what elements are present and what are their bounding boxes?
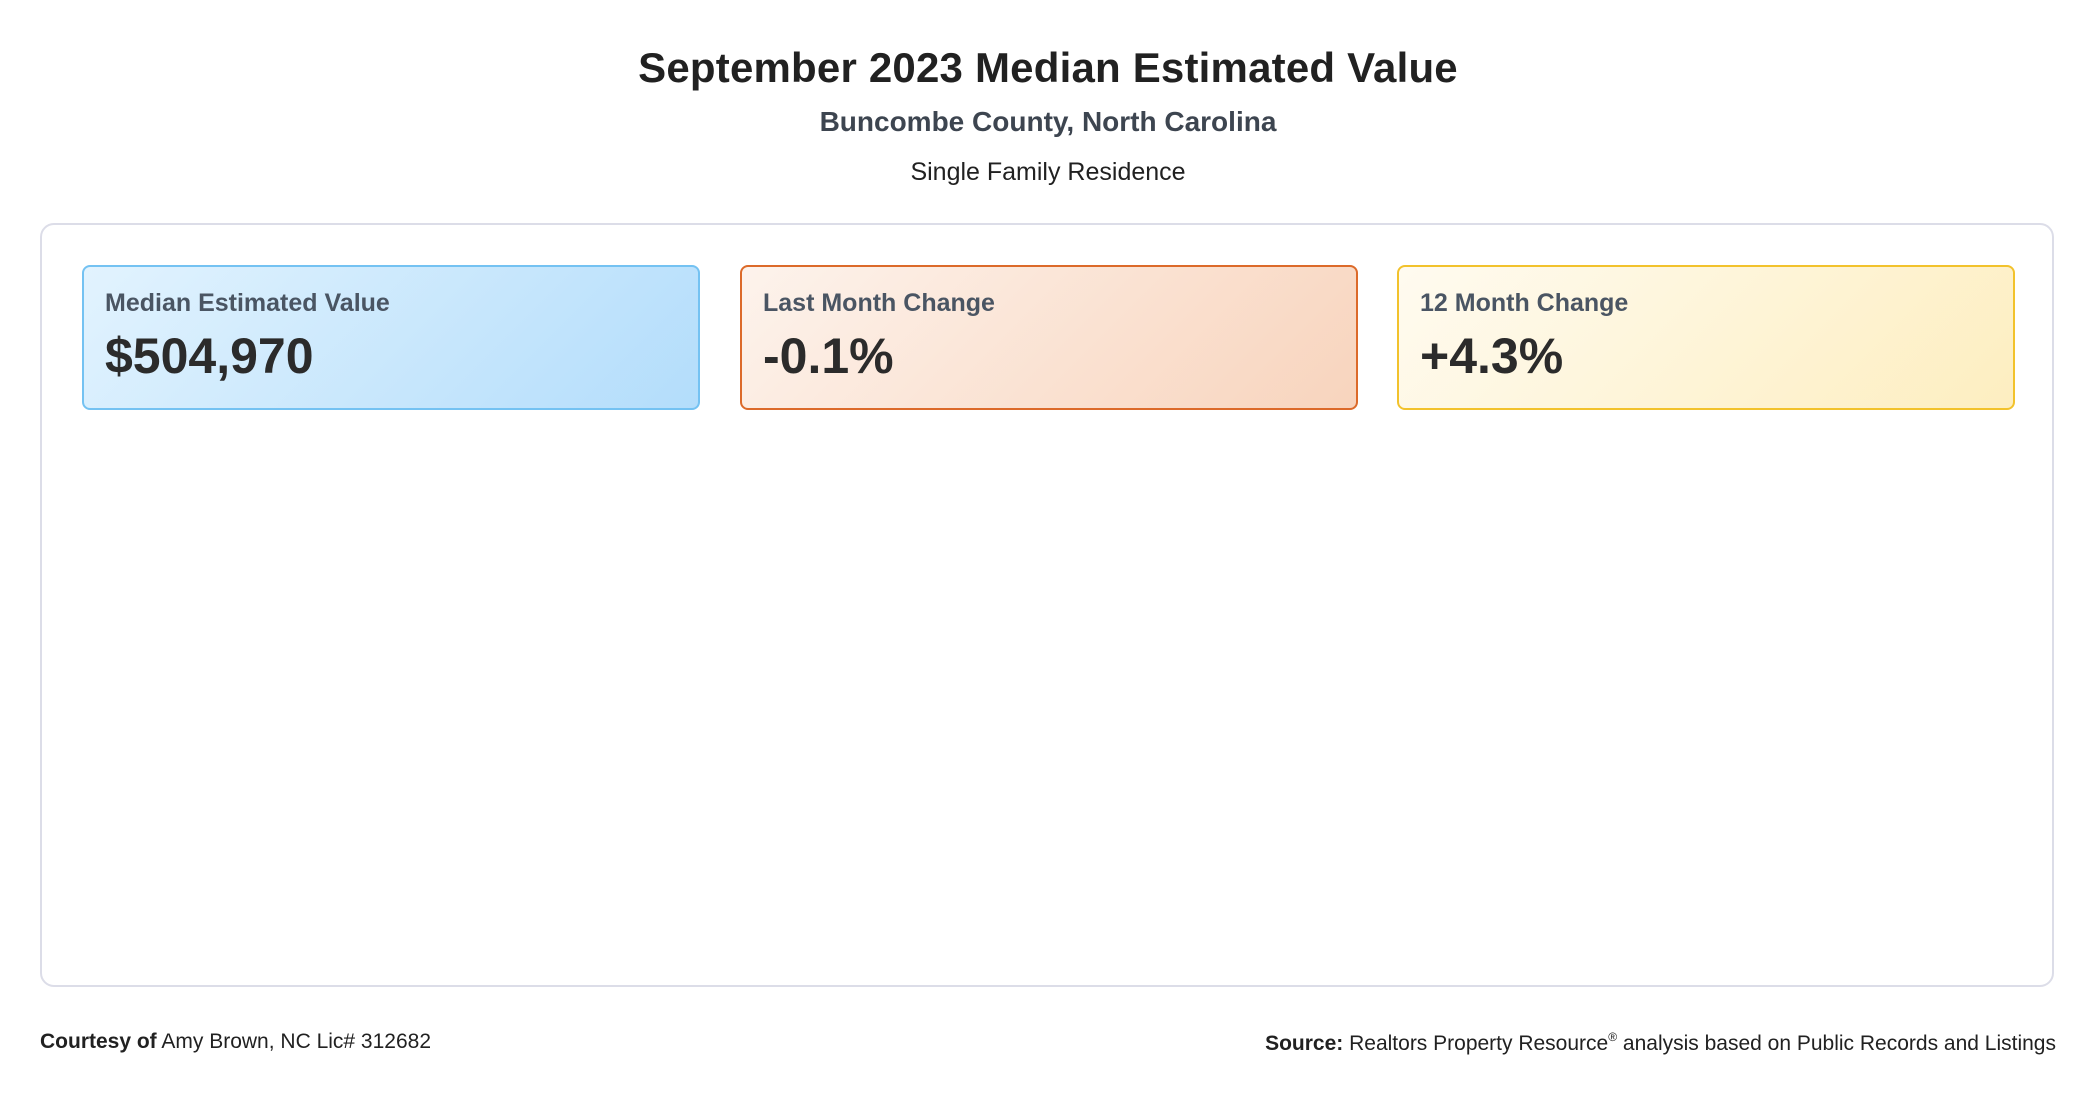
source-note: Source: Realtors Property Resource® anal… bbox=[1265, 1030, 2056, 1056]
last-month-change-card: Last Month Change -0.1% bbox=[740, 265, 1358, 410]
median-value-label: Median Estimated Value bbox=[105, 289, 390, 317]
twelve-month-change-card: 12 Month Change +4.3% bbox=[1397, 265, 2015, 410]
agent-credit: Amy Brown, NC Lic# 312682 bbox=[161, 1030, 432, 1053]
courtesy-label: Courtesy of bbox=[40, 1030, 157, 1053]
source-description: analysis based on Public Records and Lis… bbox=[1622, 1032, 2056, 1055]
page-title: September 2023 Median Estimated Value bbox=[638, 44, 1458, 91]
median-value-card: Median Estimated Value $504,970 bbox=[82, 265, 700, 410]
last-month-change-value: -0.1% bbox=[763, 328, 894, 384]
location-subtitle: Buncombe County, North Carolina bbox=[819, 106, 1277, 137]
twelve-month-change-value: +4.3% bbox=[1420, 328, 1564, 384]
registered-mark: ® bbox=[1608, 1030, 1618, 1044]
source-name: Realtors Property Resource bbox=[1349, 1032, 1609, 1055]
last-month-change-label: Last Month Change bbox=[763, 289, 995, 317]
twelve-month-change-label: 12 Month Change bbox=[1420, 289, 1629, 317]
property-type-label: Single Family Residence bbox=[910, 158, 1186, 186]
source-label: Source: bbox=[1265, 1032, 1344, 1055]
courtesy-note: Courtesy of Amy Brown, NC Lic# 312682 bbox=[40, 1030, 431, 1054]
median-value-amount: $504,970 bbox=[105, 328, 314, 384]
